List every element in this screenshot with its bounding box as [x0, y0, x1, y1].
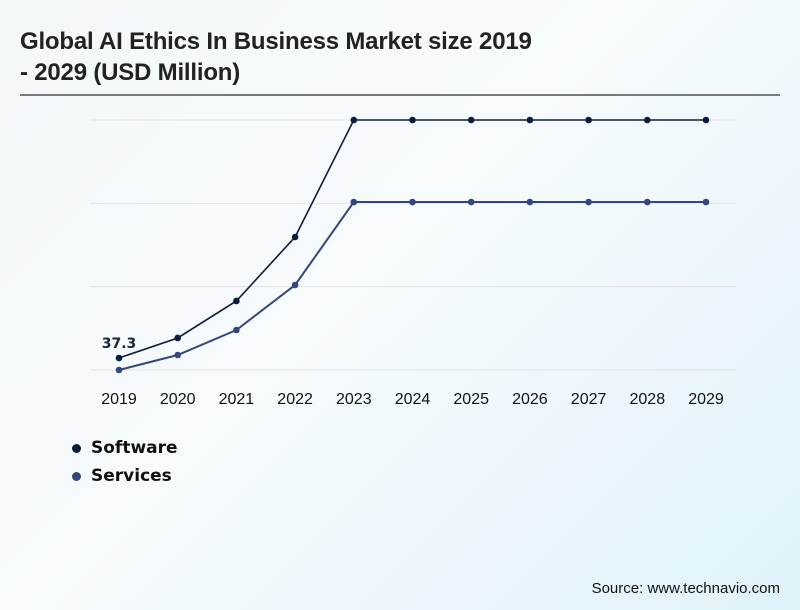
data-point-software	[585, 116, 592, 124]
data-point-services	[644, 198, 651, 206]
data-point-services	[526, 198, 534, 206]
data-point-services	[115, 366, 123, 374]
data-point-services	[233, 326, 240, 334]
data-point-services	[174, 351, 181, 359]
x-tick-label: 2027	[571, 391, 607, 408]
data-label: 37.3	[102, 336, 137, 352]
series-line-software	[118, 119, 706, 359]
chart-title-line2: - 2029 (USD Million)	[20, 59, 241, 86]
data-point-services	[467, 198, 475, 206]
data-point-services	[409, 198, 416, 206]
title-divider	[20, 94, 780, 96]
series-line-services	[118, 201, 706, 371]
data-point-software	[644, 116, 651, 124]
x-tick-label: 2021	[219, 391, 255, 408]
data-point-software	[174, 334, 181, 342]
data-point-software	[702, 116, 710, 124]
x-tick-label: 2024	[395, 391, 431, 408]
data-point-software	[291, 233, 299, 241]
legend-item-services[interactable]: Services	[72, 462, 178, 490]
data-point-services	[350, 198, 358, 206]
x-tick-label: 2025	[453, 391, 489, 408]
legend-label-services: Services	[91, 466, 172, 486]
chart-title-line1: Global AI Ethics In Business Market size…	[20, 28, 532, 55]
x-tick-label: 2020	[160, 391, 196, 408]
data-point-software	[233, 297, 240, 305]
data-point-services	[585, 198, 592, 206]
x-tick-label: 2029	[688, 391, 724, 408]
chart-title: Global AI Ethics In Business Market size…	[20, 26, 760, 88]
data-point-software	[526, 116, 534, 124]
data-point-software	[467, 116, 475, 124]
legend-item-software[interactable]: Software	[72, 434, 178, 462]
data-point-software	[350, 116, 358, 124]
data-point-software	[409, 116, 416, 124]
x-tick-label: 2028	[630, 391, 666, 408]
x-tick-label: 2026	[512, 391, 548, 408]
x-tick-label: 2019	[101, 391, 137, 408]
source-note: Source: www.technavio.com	[591, 580, 780, 597]
legend-label-software: Software	[91, 438, 178, 458]
chart-legend: Software Services	[72, 434, 178, 490]
legend-marker-software	[72, 443, 81, 453]
legend-marker-services	[72, 471, 81, 481]
data-point-services	[291, 281, 299, 289]
x-tick-label: 2023	[336, 391, 372, 408]
x-tick-label: 2022	[277, 391, 313, 408]
data-point-services	[702, 198, 710, 206]
data-point-software	[115, 354, 123, 362]
